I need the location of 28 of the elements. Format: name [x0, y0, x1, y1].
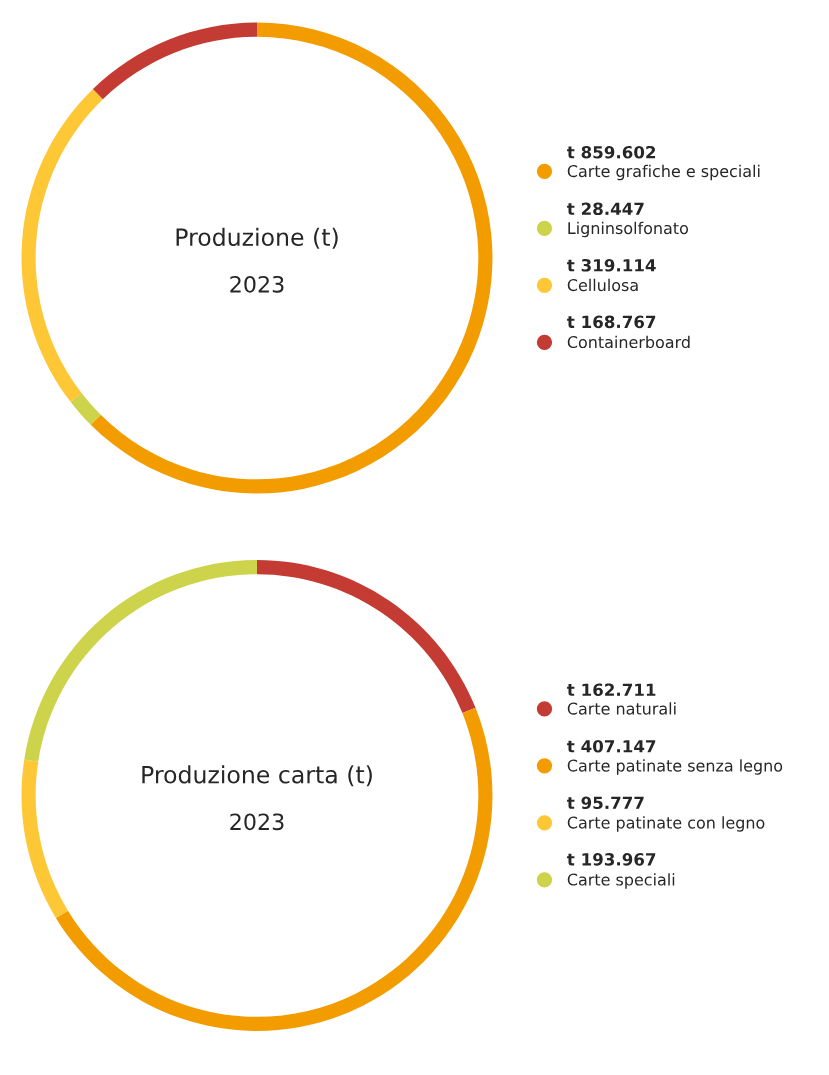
donut-slice: [21, 89, 103, 402]
donut-slice: [256, 560, 476, 714]
legend-label: Carte speciali: [567, 873, 675, 889]
legend-label: Cellulosa: [567, 278, 638, 292]
donut-slice: [21, 759, 68, 918]
text: Produzione carta (t): [142, 765, 372, 787]
legend-label: Ligninsolfonato: [568, 221, 688, 238]
data-label: t 168.767: [567, 315, 656, 329]
legend-label: Carte grafiche e speciali: [567, 164, 760, 181]
donut-slice: [70, 393, 101, 425]
legend-label: Containerboard: [567, 335, 690, 349]
donut-slice: [24, 560, 257, 762]
text: 2023: [230, 275, 284, 293]
text: Produzione (t): [176, 227, 338, 249]
donut-slice: [90, 22, 493, 494]
data-label: t 407.147: [567, 739, 656, 753]
data-label: t 95.777: [567, 796, 644, 810]
data-label: t 162.711: [567, 683, 656, 697]
donut-slice: [92, 22, 257, 100]
donut-slice: [55, 707, 493, 1031]
text: 2023: [230, 813, 284, 831]
data-label: t 319.114: [567, 258, 656, 272]
legend-label: Carte naturali: [567, 702, 676, 715]
legend-label: Carte patinate senza legno: [567, 759, 783, 775]
legend-label: Carte patinate con legno: [567, 816, 765, 832]
data-label: t 28.447: [567, 202, 644, 216]
data-label: t 193.967: [567, 853, 656, 866]
data-label: t 859.602: [567, 145, 656, 159]
